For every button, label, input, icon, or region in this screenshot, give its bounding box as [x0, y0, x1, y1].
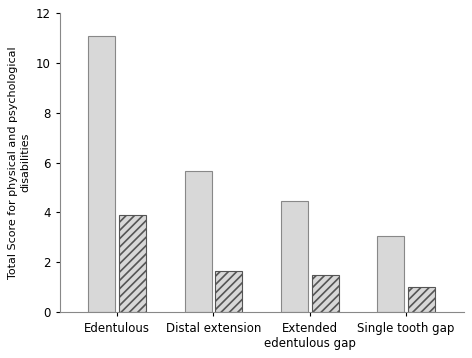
Bar — [281, 201, 308, 312]
Bar — [215, 271, 242, 312]
Bar — [185, 171, 211, 312]
Bar — [377, 236, 404, 312]
Bar — [119, 215, 146, 312]
Bar — [312, 275, 338, 312]
Bar — [408, 287, 435, 312]
Bar — [88, 36, 115, 312]
Y-axis label: Total Score for physical and psychological
disabilities: Total Score for physical and psychologic… — [8, 46, 30, 279]
